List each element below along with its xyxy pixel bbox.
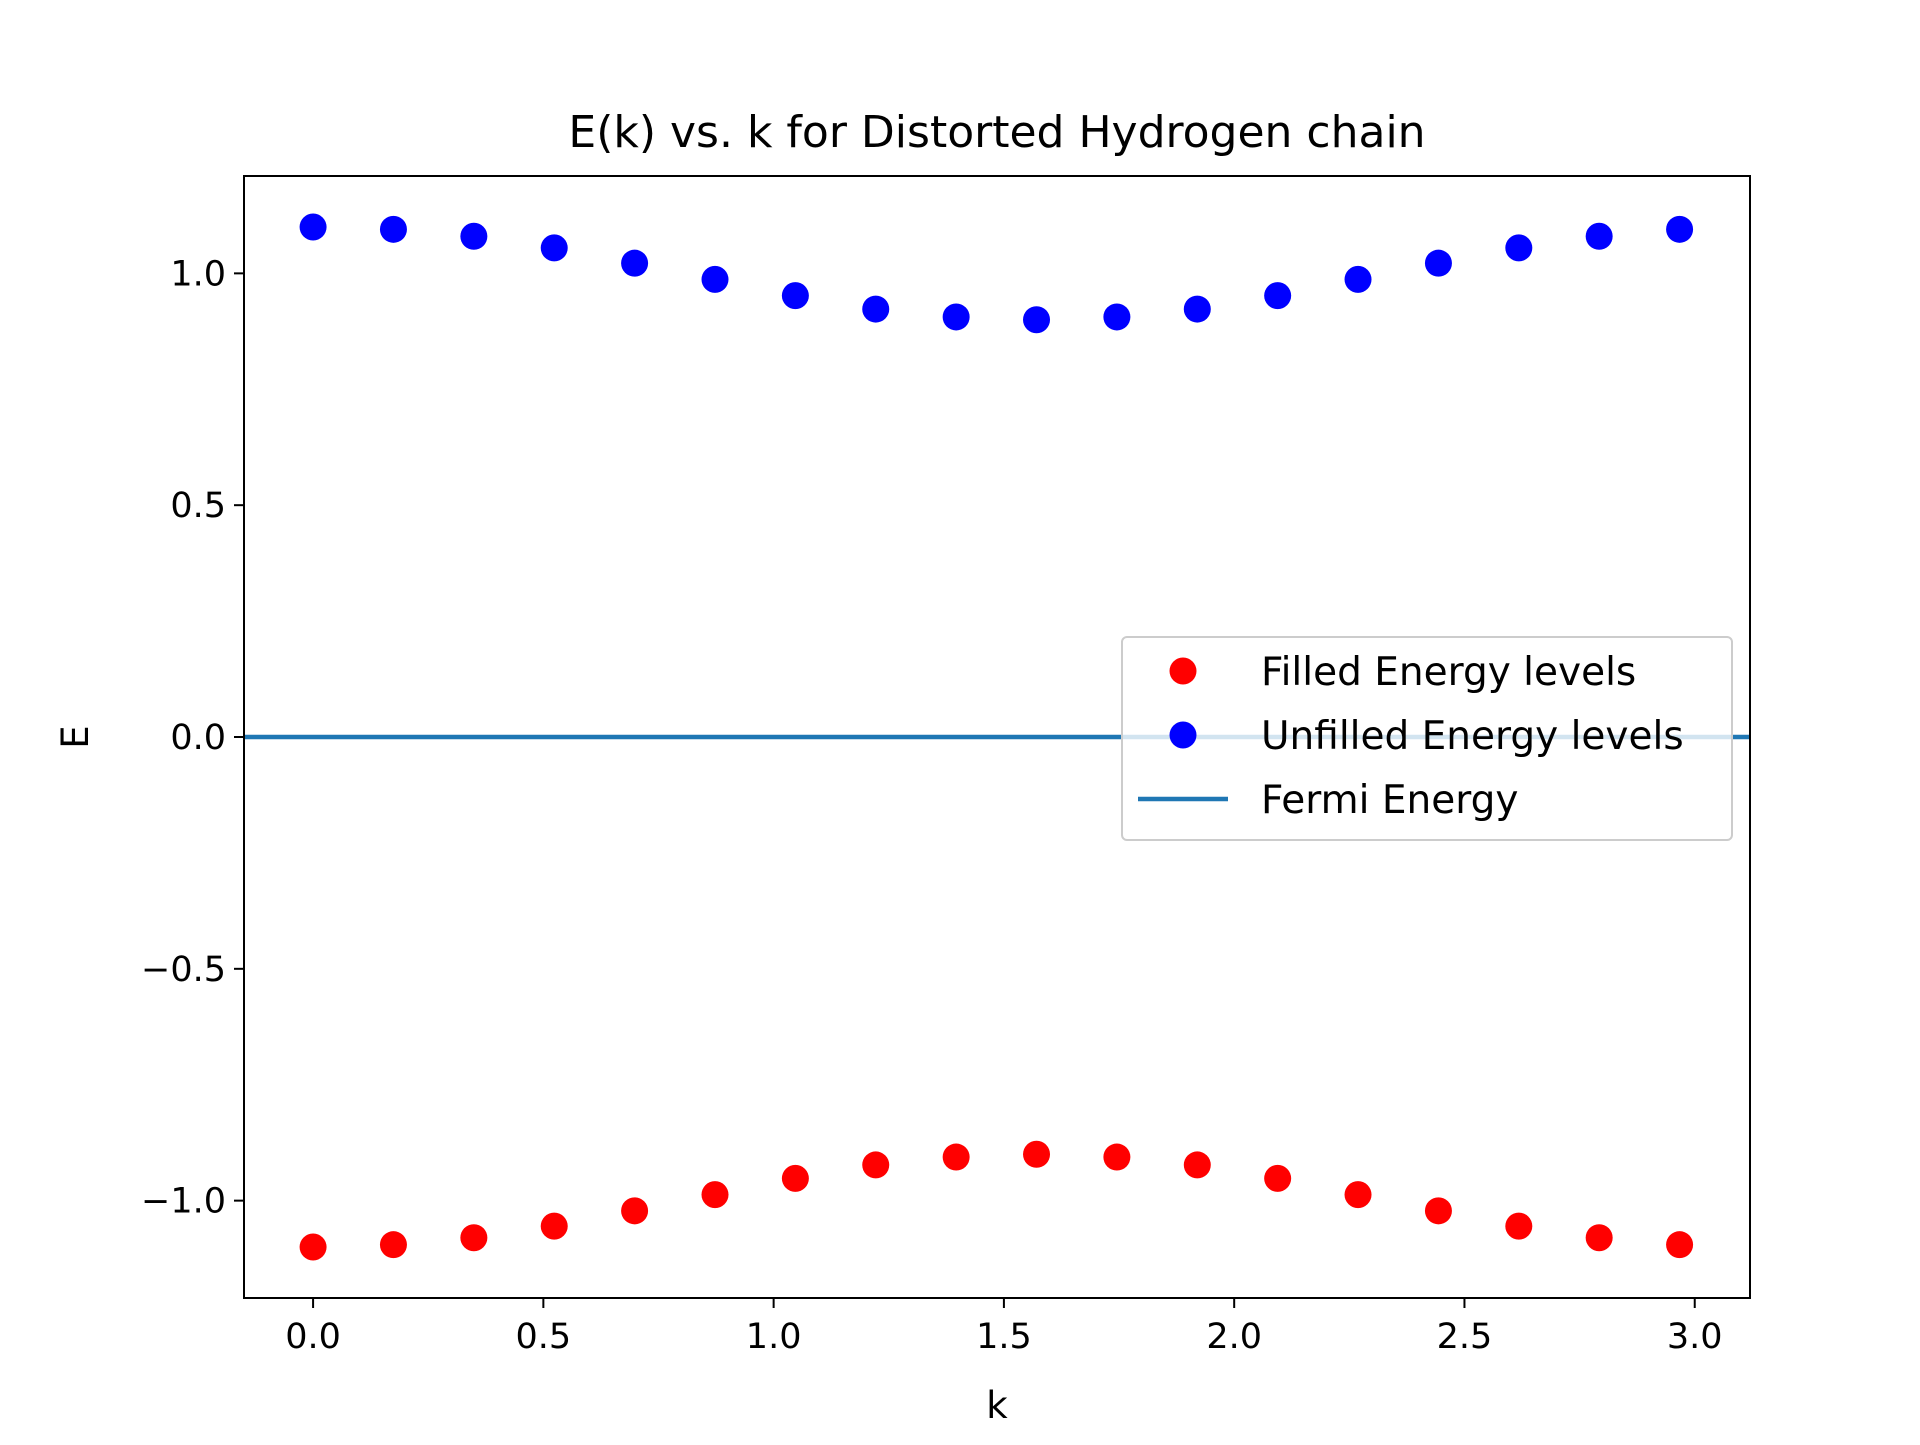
- filled-point-4: [621, 1197, 649, 1225]
- filled-point-12: [1264, 1164, 1292, 1192]
- x-tick-label-1: 0.5: [516, 1317, 572, 1357]
- y-tick-label-4: −1.0: [141, 1182, 226, 1222]
- filled-point-2: [460, 1224, 488, 1252]
- filled-point-15: [1505, 1212, 1533, 1240]
- filled-point-7: [862, 1151, 890, 1179]
- unfilled-point-8: [942, 303, 970, 331]
- x-tick-label-2: 1.0: [746, 1317, 802, 1357]
- unfilled-point-5: [701, 265, 729, 293]
- x-axis-label: k: [986, 1384, 1008, 1427]
- y-axis-label: E: [54, 725, 97, 748]
- unfilled-point-14: [1424, 249, 1452, 277]
- filled-point-11: [1183, 1151, 1211, 1179]
- x-tick-label-3: 1.5: [976, 1317, 1032, 1357]
- legend-label-0: Filled Energy levels: [1261, 650, 1636, 695]
- unfilled-point-7: [862, 295, 890, 323]
- plot-area: 0.0 0.5 1.0 1.5 2.0 2.5 3.0 1.0 0.5 0.0 −0.5 −1.0 Fi…: [141, 175, 1751, 1357]
- filled-point-13: [1344, 1181, 1372, 1209]
- legend-label-1: Unfilled Energy levels: [1261, 714, 1684, 759]
- unfilled-point-10: [1103, 303, 1131, 331]
- unfilled-point-11: [1183, 295, 1211, 323]
- unfilled-point-6: [781, 282, 809, 310]
- unfilled-point-0: [299, 213, 327, 241]
- filled-point-8: [942, 1143, 970, 1171]
- x-tick-label-0: 0.0: [285, 1317, 341, 1357]
- unfilled-point-15: [1505, 234, 1533, 262]
- filled-point-17: [1666, 1231, 1694, 1259]
- y-tick-label-3: −0.5: [141, 950, 226, 990]
- unfilled-point-2: [460, 222, 488, 250]
- x-tick-label-4: 2.0: [1206, 1317, 1262, 1357]
- unfilled-point-12: [1264, 282, 1292, 310]
- unfilled-point-9: [1023, 306, 1051, 334]
- filled-point-16: [1585, 1224, 1613, 1252]
- legend-box: [1121, 636, 1733, 841]
- x-tick-label-6: 3.0: [1667, 1317, 1723, 1357]
- filled-point-10: [1103, 1143, 1131, 1171]
- filled-point-9: [1023, 1140, 1051, 1168]
- legend-label-2: Fermi Energy: [1261, 778, 1518, 823]
- y-tick-label-2: 0.0: [170, 718, 226, 758]
- filled-point-1: [379, 1231, 407, 1259]
- legend-marker-0: [1169, 657, 1197, 685]
- filled-point-0: [299, 1233, 327, 1261]
- y-tick-label-0: 1.0: [170, 254, 226, 294]
- unfilled-point-3: [540, 234, 568, 262]
- unfilled-point-4: [621, 249, 649, 277]
- unfilled-point-17: [1666, 215, 1694, 243]
- legend-marker-1: [1169, 721, 1197, 749]
- filled-point-5: [701, 1181, 729, 1209]
- filled-point-6: [781, 1164, 809, 1192]
- filled-point-14: [1424, 1197, 1452, 1225]
- y-tick-label-1: 0.5: [170, 486, 226, 526]
- chart-title: E(k) vs. k for Distorted Hydrogen chain: [568, 107, 1425, 158]
- unfilled-point-16: [1585, 222, 1613, 250]
- unfilled-point-1: [379, 215, 407, 243]
- filled-point-3: [540, 1212, 568, 1240]
- x-tick-label-5: 2.5: [1437, 1317, 1493, 1357]
- unfilled-point-13: [1344, 265, 1372, 293]
